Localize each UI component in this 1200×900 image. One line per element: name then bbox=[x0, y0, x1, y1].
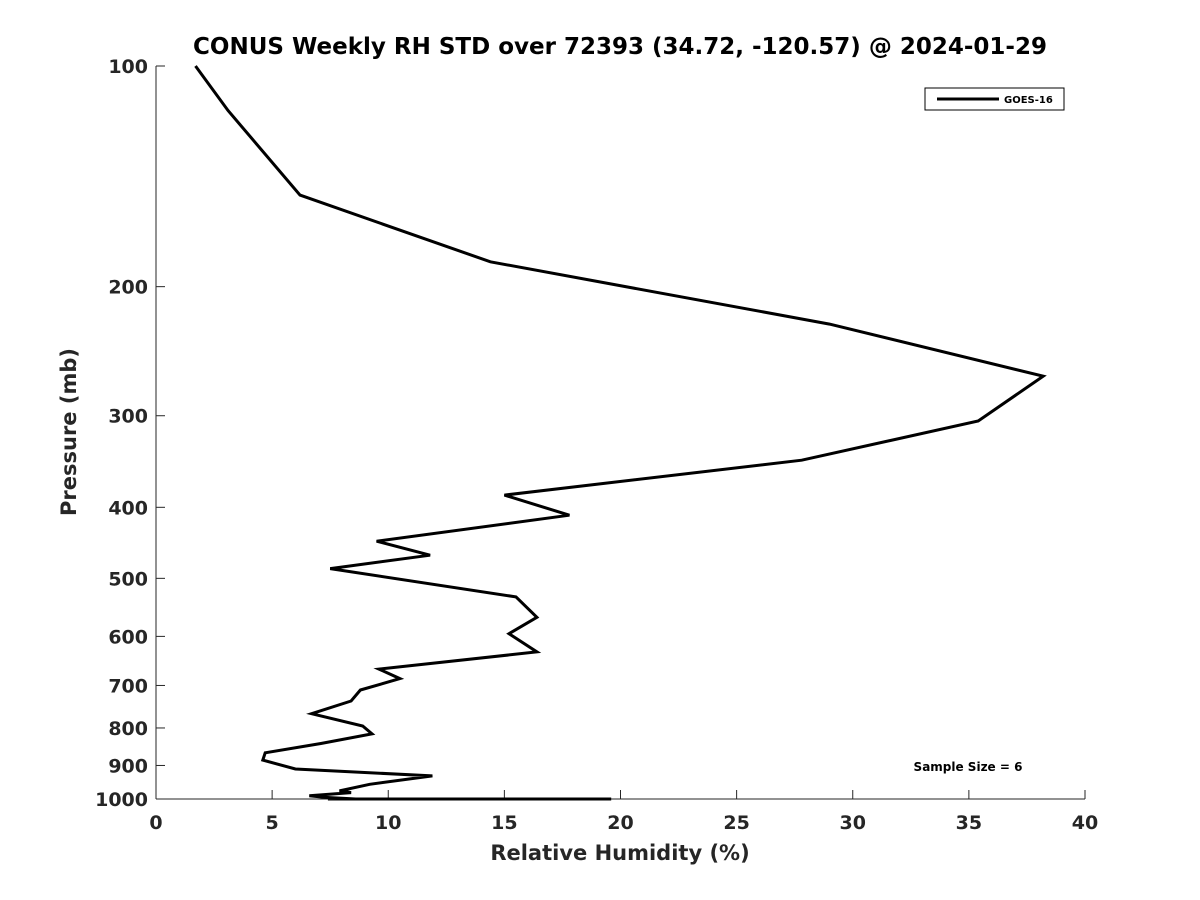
sample-size-annotation: Sample Size = 6 bbox=[914, 760, 1023, 774]
x-tick-label: 15 bbox=[491, 812, 517, 834]
y-tick-label: 500 bbox=[108, 568, 148, 590]
y-axis-label: Pressure (mb) bbox=[57, 348, 81, 516]
y-tick-label: 400 bbox=[108, 497, 148, 519]
series-layer bbox=[194, 65, 1047, 801]
legend-label: GOES-16 bbox=[1004, 95, 1053, 106]
x-axis-label: Relative Humidity (%) bbox=[490, 841, 749, 865]
y-tick-label: 600 bbox=[108, 626, 148, 648]
legend: GOES-16 bbox=[924, 87, 1065, 111]
y-tick-label: 200 bbox=[108, 277, 148, 299]
x-tick-label: 30 bbox=[840, 812, 866, 834]
y-tick-label: 800 bbox=[108, 718, 148, 740]
series-line-goes-16 bbox=[194, 65, 1047, 801]
x-tick-label: 20 bbox=[607, 812, 633, 834]
x-tick-label: 5 bbox=[266, 812, 279, 834]
x-tick-label: 35 bbox=[956, 812, 982, 834]
y-tick-label: 1000 bbox=[95, 789, 148, 811]
plot-axes: 0 5 10 15 20 25 30 35 40 100 200 300 400 500 600 700 800… bbox=[95, 56, 1098, 834]
x-tick-label: 10 bbox=[375, 812, 401, 834]
y-tick-label: 300 bbox=[108, 406, 148, 428]
x-tick-label: 25 bbox=[723, 812, 749, 834]
y-tick-label: 100 bbox=[108, 56, 148, 78]
chart-title: CONUS Weekly RH STD over 72393 (34.72, -… bbox=[193, 34, 1047, 60]
y-tick-label: 700 bbox=[108, 675, 148, 697]
y-tick-label: 900 bbox=[108, 755, 148, 777]
x-tick-label: 40 bbox=[1072, 812, 1098, 834]
x-tick-label: 0 bbox=[149, 812, 162, 834]
